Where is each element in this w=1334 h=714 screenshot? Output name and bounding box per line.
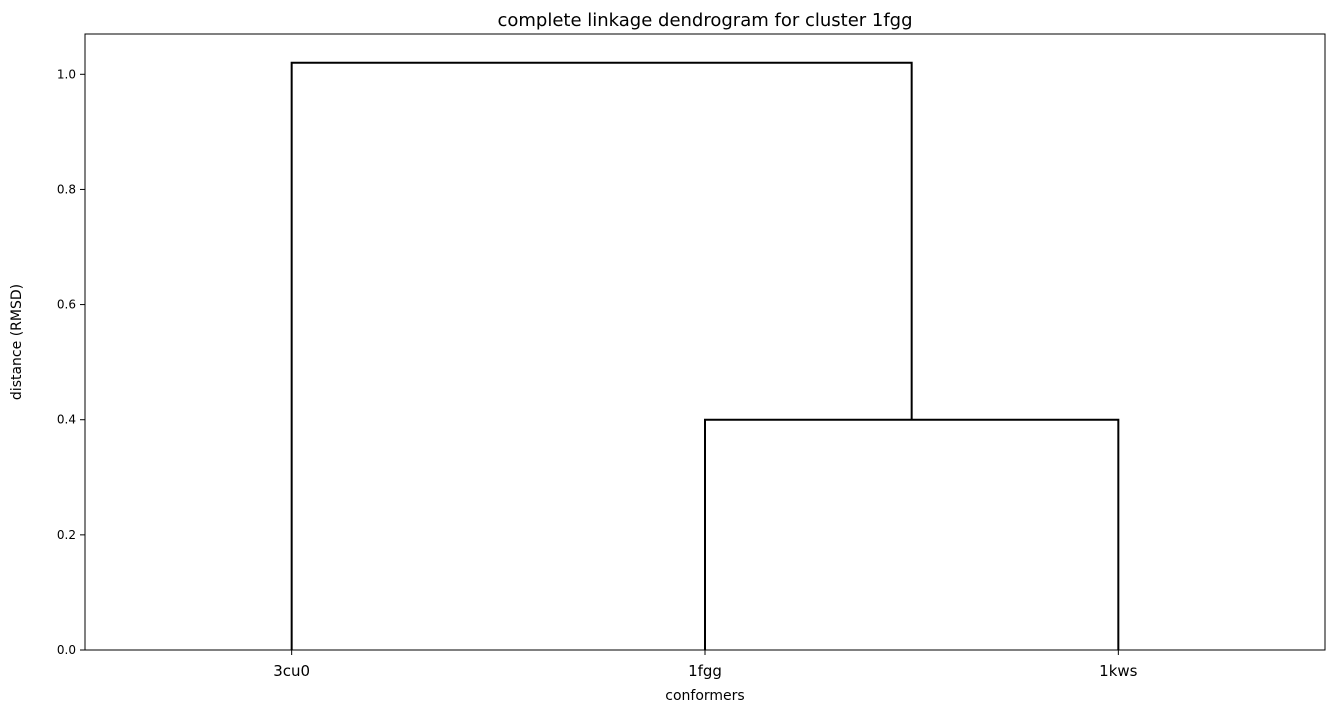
dendrogram-links [290,61,1120,650]
y-tick-label: 1.0 [57,67,76,81]
y-tick-label: 0.0 [57,643,76,657]
chart-title: complete linkage dendrogram for cluster … [497,10,912,31]
y-tick-label: 0.8 [57,182,76,196]
dendrogram-link [290,61,913,650]
leaf-label: 3cu0 [273,662,310,680]
y-axis: 0.0 0.2 0.4 0.6 0.8 1.0 [57,67,85,657]
x-axis: 3cu0 1fgg 1kws [273,650,1138,680]
y-axis-label: distance (RMSD) [9,284,25,400]
y-tick-label: 0.4 [57,413,76,427]
x-axis-label: conformers [665,688,744,704]
y-tick-label: 0.6 [57,298,76,312]
dendrogram-link [704,418,1120,650]
leaf-label: 1kws [1099,662,1137,680]
y-tick-label: 0.2 [57,528,76,542]
leaf-label: 1fgg [688,662,722,680]
